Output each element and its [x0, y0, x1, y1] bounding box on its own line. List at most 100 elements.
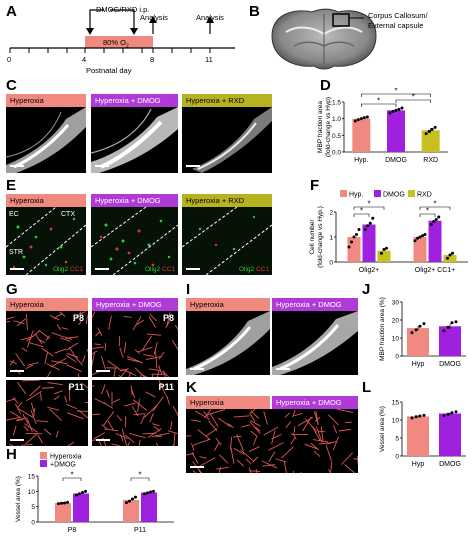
treatment-label: DMOG/RXD i.p. — [96, 5, 150, 14]
olig2-image-dmog: Olig2 CC1 — [91, 207, 178, 275]
data-point — [454, 320, 458, 324]
header-hyperoxia-dmog-k: Hyperoxia + DMOG — [272, 396, 358, 409]
data-point — [84, 489, 87, 493]
str-region-label: STR — [9, 249, 23, 256]
significance-bracket — [361, 103, 397, 107]
y-tick-label: 0 — [329, 260, 333, 267]
data-point — [63, 501, 66, 505]
data-point — [357, 228, 361, 231]
panel-label-k: K — [186, 379, 197, 396]
y-axis-label-line: MBP fraction area (%) — [379, 297, 386, 361]
y-axis-label-line: (fold-change vs Hyp) — [325, 97, 332, 157]
data-point — [380, 251, 383, 255]
data-point — [430, 127, 434, 131]
data-point — [146, 491, 149, 495]
y-axis-label: MBP fraction area (fold-change vs Hyp) — [317, 97, 332, 157]
significance-bracket — [419, 213, 436, 217]
x-tick-label: Hyp. — [354, 157, 368, 164]
data-point — [366, 224, 370, 228]
panel-label-d: D — [320, 77, 331, 94]
data-point — [388, 111, 392, 115]
analysis-label-2: Analysis — [196, 13, 224, 22]
x-tick-label: Olig2+ CC1+ — [415, 267, 455, 274]
data-point — [414, 415, 418, 419]
y-tick-label: 10 — [392, 336, 400, 343]
mbp-image-hyp-i — [186, 311, 270, 375]
bar — [55, 502, 71, 522]
brain-section-panel: Corpus Callosum/ External capsule — [264, 6, 474, 72]
brain-section-image — [271, 8, 377, 70]
x-tick-label: RXD — [423, 157, 438, 164]
stain-legend-dmog: Olig2 CC1 — [144, 266, 175, 273]
data-point — [418, 235, 422, 239]
data-point — [427, 129, 431, 133]
data-point — [433, 125, 437, 129]
data-point — [128, 499, 131, 503]
x-tick-label: Hyp — [412, 361, 425, 368]
vessel-network — [6, 311, 88, 377]
bar-hyp — [407, 416, 429, 456]
header-hyperoxia-i: Hyperoxia — [186, 298, 270, 311]
olig2-image-rxd: Olig2 CC1 — [182, 207, 272, 275]
timeline-diagram — [9, 9, 235, 53]
data-point — [432, 220, 436, 223]
significance-bracket — [419, 206, 451, 210]
data-point — [391, 109, 395, 113]
y-tick-label: 0.0 — [332, 150, 341, 157]
mbp-image-dmog-i — [272, 311, 358, 375]
chart-f: 0 1 2 Cell number (fold-change vs Hyp.) Hyp. D… — [309, 190, 468, 274]
significance-bracket — [353, 213, 370, 217]
data-point — [454, 410, 458, 414]
panel-label-i: I — [186, 281, 191, 298]
data-point — [385, 246, 388, 250]
bar — [362, 224, 376, 262]
significance-star: * — [360, 207, 363, 216]
x-tick-label: DMOG — [439, 361, 461, 368]
bar — [141, 492, 157, 522]
vessel-image-k — [186, 409, 358, 473]
data-point — [429, 223, 433, 226]
panel-label-c: C — [6, 77, 17, 94]
significance-bracket — [395, 99, 431, 103]
data-point — [355, 233, 358, 236]
data-point — [60, 501, 63, 505]
legend-label: Hyperoxia — [50, 454, 82, 461]
data-point — [350, 240, 353, 244]
stain-legend-rxd: Olig2 CC1 — [238, 266, 269, 273]
significance-star: * — [138, 471, 141, 480]
data-point — [424, 132, 428, 136]
y-axis-label-line: Vessel area (%) — [15, 476, 22, 522]
data-point — [422, 413, 426, 417]
header-hyperoxia-dmog-g: Hyperoxia + DMOG — [92, 298, 178, 311]
postnatal-day-label: Postnatal day — [86, 66, 132, 75]
panel-label-j: J — [362, 281, 371, 298]
y-tick-label: 2 — [329, 210, 333, 217]
significance-star: * — [394, 88, 397, 96]
legend-swatch — [340, 190, 347, 197]
data-point — [371, 216, 375, 220]
bar-dmog — [439, 326, 461, 356]
age-label-p8-dmog: P8 — [162, 313, 174, 323]
olig2-image-hyperoxia: EC CTX STR Olig2 CC1 — [6, 207, 86, 275]
data-point — [442, 414, 446, 418]
vessel-image-hyp-p11: P11 — [6, 380, 88, 446]
data-point — [451, 251, 454, 255]
panel-label-g: G — [6, 281, 18, 298]
data-point — [125, 501, 128, 505]
data-point — [81, 491, 84, 495]
y-tick-label: 0 — [31, 520, 35, 527]
data-point — [442, 329, 446, 333]
data-point — [66, 500, 69, 504]
panel-label-a: A — [6, 3, 17, 20]
y-tick-label: 1.5 — [332, 100, 341, 107]
mbp-image-hyperoxia — [6, 107, 86, 173]
bar — [123, 499, 139, 522]
chart-h: 0 5 10 15 Vessel area (%) Hyperoxia+DMOG P8 * P1… — [15, 452, 174, 534]
data-point — [400, 106, 404, 110]
bar-hyp — [352, 118, 371, 152]
data-point — [347, 245, 351, 249]
panel-label-l: L — [362, 379, 372, 396]
x-tick-label: P11 — [134, 527, 146, 534]
bar — [413, 237, 427, 262]
legend-swatch — [408, 190, 415, 197]
